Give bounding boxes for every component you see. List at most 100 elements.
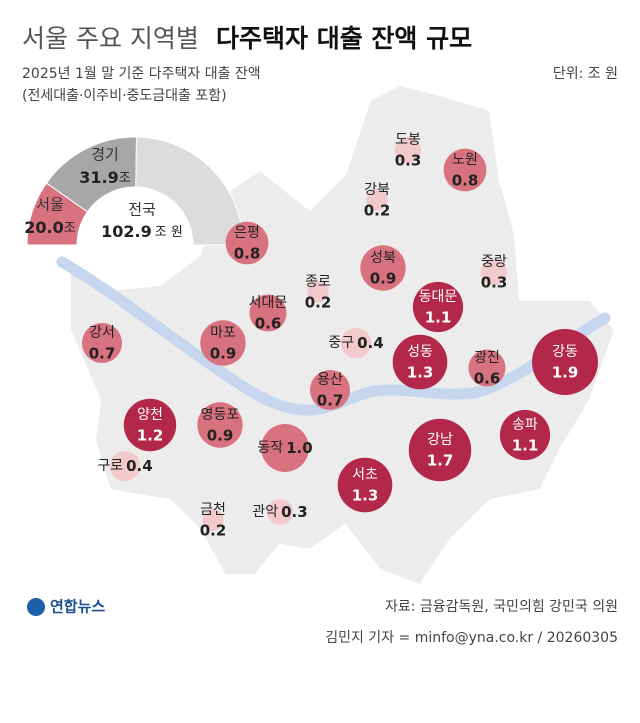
district-bubble <box>123 398 177 452</box>
district-value: 0.4 <box>126 457 153 475</box>
district-name: 서대문 <box>249 295 288 311</box>
segment-value: 20.0조 <box>24 218 75 237</box>
district-value: 1.1 <box>512 437 539 455</box>
district-bubble <box>366 189 388 211</box>
unit: 조 <box>119 171 131 186</box>
district-value: 1.9 <box>552 364 579 382</box>
district-value: 1.1 <box>425 309 452 327</box>
district-name: 노원 <box>452 152 478 168</box>
district-value: 0.2 <box>200 522 227 540</box>
district-name: 마포 <box>210 325 236 341</box>
district-bubble <box>532 329 598 395</box>
unit: 단위: 조 원 <box>553 66 618 82</box>
district-name: 강서 <box>89 325 115 341</box>
district-value: 1.3 <box>352 487 379 505</box>
district-name: 관악 <box>252 504 278 520</box>
district-value: 0.8 <box>234 245 261 263</box>
district-value: 0.9 <box>370 270 397 288</box>
unit: 조 <box>64 221 76 236</box>
district-label: 관악 0.3 <box>252 503 307 521</box>
district-bubble <box>309 369 351 411</box>
district-name: 광진 <box>474 350 500 366</box>
district-bubble <box>340 327 372 359</box>
district-bubble <box>360 245 406 291</box>
value: 31.9 <box>79 168 118 187</box>
district-label: 동작 1.0 <box>257 439 312 457</box>
title-light: 서울 주요 지역별 <box>22 24 199 53</box>
district-bubble <box>499 409 551 461</box>
district-value: 0.6 <box>474 370 501 388</box>
district-name: 양천 <box>137 407 163 423</box>
district-bubble <box>307 281 329 303</box>
district-name: 종로 <box>305 274 331 290</box>
segment-name: 서울 <box>36 196 64 214</box>
district-name: 강북 <box>364 182 390 198</box>
district-name: 동대문 <box>419 289 458 305</box>
district-name: 강남 <box>427 432 453 448</box>
donut-rest <box>135 136 244 246</box>
district-name: 영등포 <box>201 407 240 423</box>
district-bubble <box>202 509 224 531</box>
district-value: 0.9 <box>207 427 234 445</box>
district-bubble <box>197 402 243 448</box>
district-value: 1.0 <box>286 439 313 457</box>
value: 20.0 <box>24 218 63 237</box>
district-bubble <box>200 320 246 366</box>
source: 자료: 금융감독원, 국민의힘 강민국 의원 <box>385 599 618 615</box>
district-value: 0.4 <box>357 334 384 352</box>
district-name: 동작 <box>257 440 283 456</box>
district-bubble <box>249 294 287 332</box>
district-label: 구로 0.4 <box>97 457 152 475</box>
total-value: 102.9 조 원 <box>101 222 183 241</box>
subtitle: (전세대출·이주비·중도금대출 포함) <box>22 88 227 104</box>
segment-name: 경기 <box>91 146 119 164</box>
district-name: 구로 <box>97 458 123 474</box>
unit: 조 원 <box>155 225 183 240</box>
district-bubble <box>468 349 506 387</box>
district-value: 1.2 <box>137 427 164 445</box>
title-bold: 다주택자 대출 잔액 규모 <box>216 24 472 53</box>
logo-icon <box>27 598 45 616</box>
district-value: 0.3 <box>395 152 422 170</box>
district-bubble <box>443 148 487 192</box>
district-label: 중구 0.4 <box>328 334 383 352</box>
district-name: 은평 <box>234 225 260 241</box>
district-name: 송파 <box>512 417 538 433</box>
district-name: 강동 <box>552 344 578 360</box>
district-bubble <box>266 498 294 526</box>
subtitle: 2025년 1월 말 기준 다주택자 대출 잔액 <box>22 66 261 82</box>
district-name: 성북 <box>370 250 396 266</box>
district-value: 0.3 <box>281 503 308 521</box>
district-bubble <box>480 258 508 286</box>
district-bubble <box>81 322 123 364</box>
district-bubble <box>109 450 141 482</box>
district-value: 0.7 <box>317 392 344 410</box>
district-value: 0.2 <box>364 202 391 220</box>
credit: 김민지 기자 = minfo@yna.co.kr / 20260305 <box>325 630 618 646</box>
district-name: 중랑 <box>481 254 507 270</box>
total-name: 전국 <box>128 201 156 219</box>
district-name: 성동 <box>407 344 433 360</box>
district-bubble <box>394 136 422 164</box>
segment-value: 31.9조 <box>79 168 130 187</box>
han-river <box>56 256 611 416</box>
district-bubble <box>412 281 464 333</box>
district-bubble <box>392 334 448 390</box>
district-value: 0.8 <box>452 172 479 190</box>
district-value: 0.6 <box>255 315 282 333</box>
district-value: 0.2 <box>305 294 332 312</box>
district-bubble <box>261 424 309 472</box>
district-name: 중구 <box>328 335 354 351</box>
seoul-map <box>69 83 617 587</box>
district-bubble <box>408 418 472 482</box>
district-value: 0.3 <box>481 274 508 292</box>
district-value: 1.7 <box>427 452 454 470</box>
district-value: 0.7 <box>89 345 116 363</box>
district-name: 서초 <box>352 467 378 483</box>
district-name: 용산 <box>317 372 343 388</box>
bubbles: 도봉 0.3 노원 0.8 강북 0.2 은평 0.8 성북 0.9 중랑 0.3 종로 0.2 동대문 1.… <box>81 132 598 540</box>
district-value: 0.9 <box>210 345 237 363</box>
